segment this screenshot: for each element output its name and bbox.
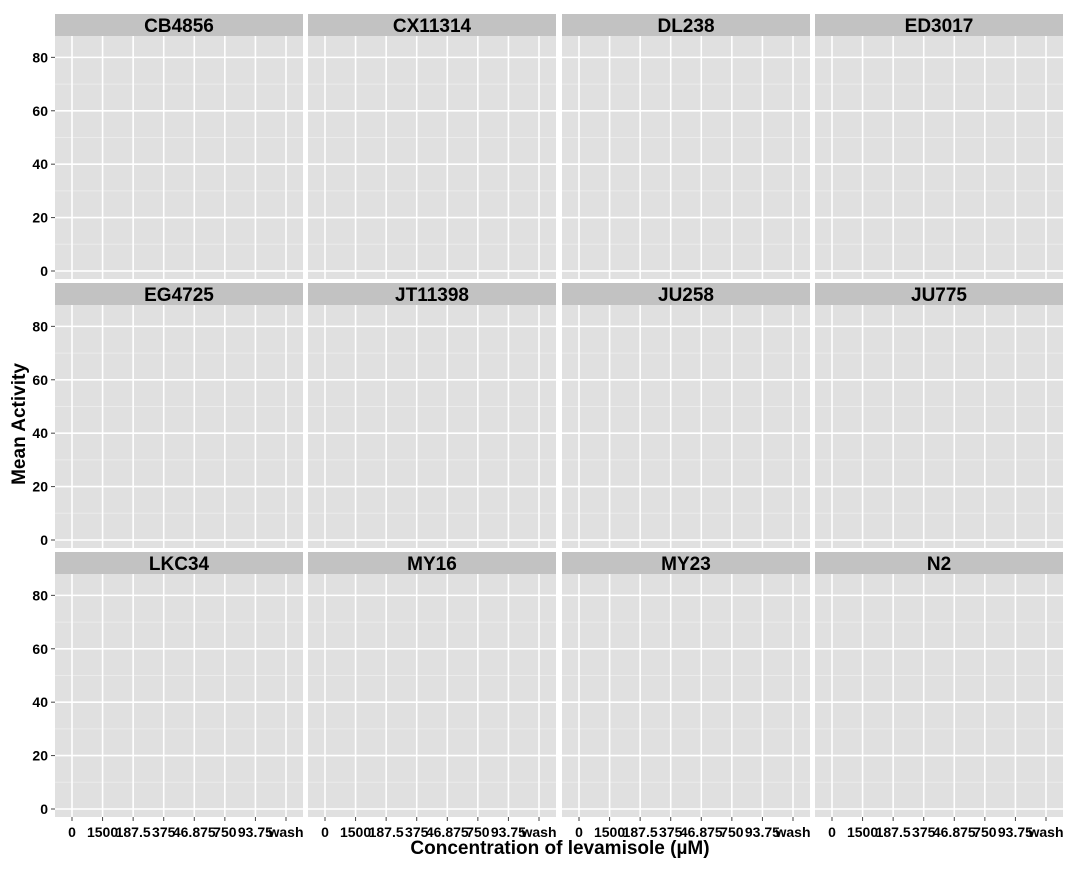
x-tick-label: wash [267, 824, 303, 840]
x-tick-label: wash [1027, 824, 1063, 840]
x-tick-label: 1500 [340, 824, 371, 840]
facet-label: EG4725 [144, 285, 214, 306]
facet-strip [308, 14, 556, 36]
x-tick-label: 0 [321, 824, 329, 840]
panel-background [815, 305, 1063, 548]
y-tick-label: 60 [32, 103, 48, 119]
facet-strip [815, 552, 1063, 574]
y-tick-label: 60 [32, 372, 48, 388]
y-tick-label: 60 [32, 641, 48, 657]
x-tick-label: 93.75 [998, 824, 1033, 840]
facet-label: JU775 [911, 285, 967, 306]
x-tick-label: 0 [68, 824, 76, 840]
x-tick-label: wash [774, 824, 810, 840]
panel-background [562, 305, 810, 548]
x-tick-label: 46.875 [680, 824, 723, 840]
facet-label: N2 [927, 554, 951, 575]
x-tick-label: 375 [152, 824, 176, 840]
panel-background [562, 574, 810, 817]
facet-strip [815, 283, 1063, 305]
facet-strip [55, 283, 303, 305]
panel-background [55, 305, 303, 548]
panel-background [308, 574, 556, 817]
facet-label: JT11398 [395, 285, 469, 306]
x-tick-label: 750 [973, 824, 997, 840]
x-tick-label: 93.75 [745, 824, 780, 840]
x-tick-label: 187.5 [623, 824, 658, 840]
y-axis-title: Mean Activity [9, 363, 30, 485]
y-tick-label: 0 [40, 532, 48, 548]
x-tick-label: 187.5 [116, 824, 151, 840]
x-tick-label: 0 [828, 824, 836, 840]
panel-background [308, 36, 556, 279]
x-tick-label: 375 [405, 824, 429, 840]
panel-background [815, 36, 1063, 279]
x-tick-label: 93.75 [238, 824, 273, 840]
x-tick-label: 46.875 [173, 824, 216, 840]
x-tick-label: 46.875 [426, 824, 469, 840]
x-tick-label: 1500 [847, 824, 878, 840]
x-tick-label: 187.5 [876, 824, 911, 840]
facet-strip [308, 552, 556, 574]
facet-label: ED3017 [905, 16, 974, 37]
y-tick-label: 40 [32, 694, 48, 710]
facet-strip [562, 283, 810, 305]
x-tick-label: wash [520, 824, 556, 840]
x-tick-label: 750 [213, 824, 237, 840]
panel-background [55, 36, 303, 279]
x-tick-label: 0 [575, 824, 583, 840]
y-tick-label: 0 [40, 263, 48, 279]
x-tick-label: 93.75 [491, 824, 526, 840]
facet-label: JU258 [658, 285, 714, 306]
panel-background [308, 305, 556, 548]
x-tick-label: 750 [466, 824, 490, 840]
facet-label: LKC34 [149, 554, 210, 575]
facet-label: DL238 [657, 16, 714, 37]
facet-strip [308, 283, 556, 305]
x-tick-label: 375 [659, 824, 683, 840]
x-tick-label: 375 [912, 824, 936, 840]
y-tick-label: 20 [32, 210, 48, 226]
x-tick-label: 1500 [87, 824, 118, 840]
facet-strip [815, 14, 1063, 36]
facet-strip [562, 552, 810, 574]
y-tick-label: 80 [32, 587, 48, 603]
y-tick-label: 40 [32, 425, 48, 441]
facet-strip [55, 14, 303, 36]
facet-label: CB4856 [144, 16, 214, 37]
x-tick-label: 187.5 [369, 824, 404, 840]
x-tick-label: 1500 [594, 824, 625, 840]
y-tick-label: 20 [32, 479, 48, 495]
panel-background [815, 574, 1063, 817]
x-tick-label: 46.875 [933, 824, 976, 840]
panel-background [55, 574, 303, 817]
y-tick-label: 80 [32, 318, 48, 334]
y-tick-label: 40 [32, 156, 48, 172]
facet-strip [562, 14, 810, 36]
facet-label: CX11314 [393, 16, 472, 37]
x-axis-title: Concentration of levamisole (µM) [410, 838, 709, 859]
facet-label: MY23 [661, 554, 711, 575]
panel-background [562, 36, 810, 279]
x-tick-label: 750 [720, 824, 744, 840]
y-tick-label: 20 [32, 748, 48, 764]
facet-label: MY16 [407, 554, 457, 575]
y-tick-label: 80 [32, 49, 48, 65]
facet-strip [55, 552, 303, 574]
y-tick-label: 0 [40, 801, 48, 817]
